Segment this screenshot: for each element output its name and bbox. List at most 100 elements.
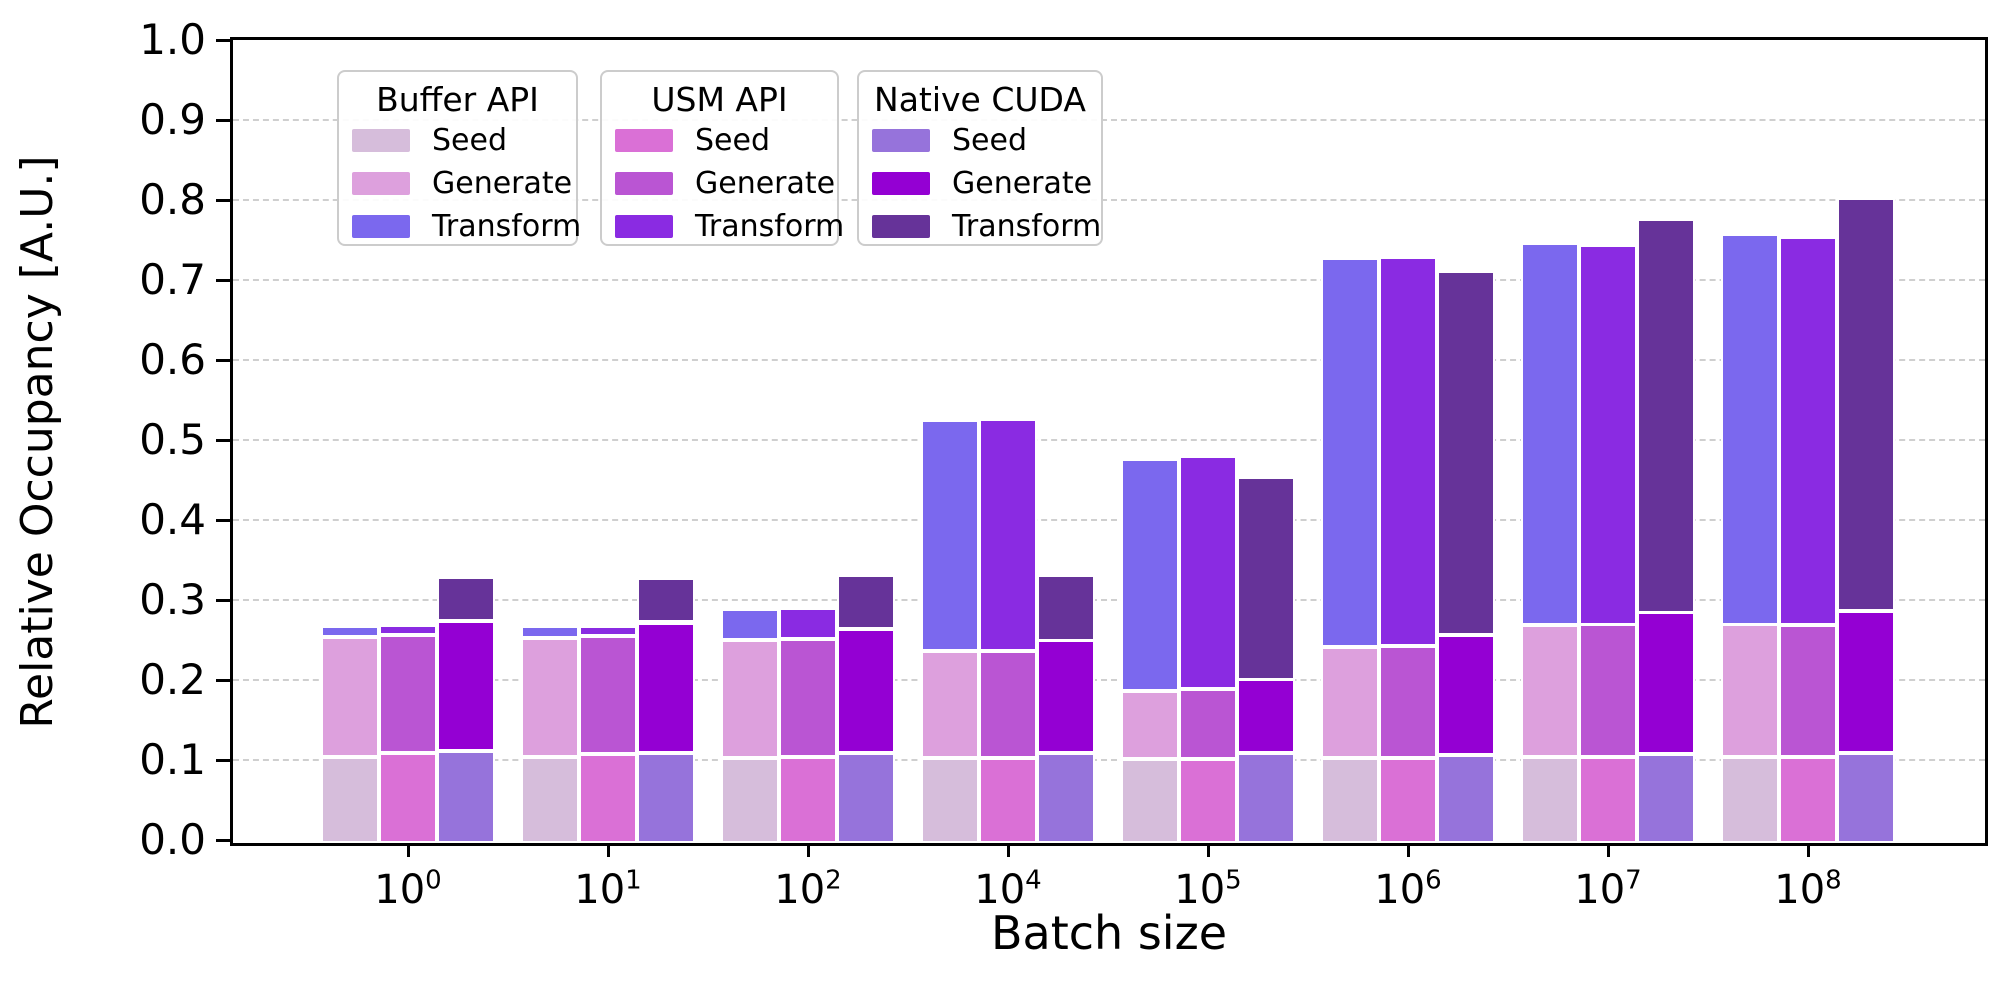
bar-usm-api-seed-10^0 <box>379 753 437 843</box>
legend-title: Native CUDA <box>874 80 1086 119</box>
y-tick-label-0.3: 0.3 <box>139 575 206 624</box>
bar-native-cuda-transform-10^8 <box>1837 198 1895 611</box>
bar-native-cuda-seed-10^4 <box>1037 753 1095 843</box>
bar-usm-api-transform-10^2 <box>779 608 837 639</box>
y-tick-label-0.9: 0.9 <box>139 95 206 144</box>
y-tick-label-0.6: 0.6 <box>139 335 206 384</box>
bar-native-cuda-generate-10^4 <box>1037 640 1095 753</box>
y-axis-label: Relative Occupancy [A.U.] <box>12 155 63 729</box>
y-tick-0.6 <box>216 359 231 362</box>
bar-native-cuda-seed-10^5 <box>1237 753 1295 843</box>
x-tick-10e4 <box>1007 843 1010 857</box>
y-tick-0.0 <box>216 839 231 842</box>
bar-usm-api-transform-10^1 <box>579 626 637 636</box>
legend-label: Generate <box>952 166 1093 201</box>
y-tick-1.0 <box>216 39 231 42</box>
bar-buffer-api-generate-10^4 <box>921 651 979 758</box>
y-tick-label-0.0: 0.0 <box>139 815 206 864</box>
legend-label: Generate <box>432 166 573 201</box>
legend-label: Transform <box>952 209 1102 244</box>
y-tick-label-0.4: 0.4 <box>139 495 206 544</box>
bar-native-cuda-seed-10^2 <box>837 753 895 843</box>
bar-buffer-api-transform-10^2 <box>721 609 779 640</box>
gridline-0.2 <box>233 679 1985 681</box>
x-tick-label-10e1: 101 <box>574 865 642 913</box>
legend-label: Seed <box>695 123 770 158</box>
bar-native-cuda-seed-10^7 <box>1637 754 1695 843</box>
y-tick-0.7 <box>216 279 231 282</box>
y-tick-0.5 <box>216 439 231 442</box>
bar-buffer-api-transform-10^7 <box>1521 243 1579 625</box>
bar-buffer-api-generate-10^7 <box>1521 625 1579 757</box>
legend-row-generate: Generate <box>339 163 576 206</box>
gridline-0.4 <box>233 519 1985 521</box>
bar-native-cuda-generate-10^0 <box>437 621 495 751</box>
legend-row-generate: Generate <box>602 163 837 206</box>
y-tick-0.3 <box>216 599 231 602</box>
bar-buffer-api-seed-10^4 <box>921 758 979 843</box>
legend-box-usm-api: USM API Seed Generate Transform <box>600 70 844 249</box>
legend-swatch-transform <box>615 215 673 238</box>
bar-native-cuda-generate-10^8 <box>1837 611 1895 753</box>
bar-usm-api-seed-10^2 <box>779 757 837 843</box>
x-axis-label: Batch size <box>990 906 1228 960</box>
bar-usm-api-generate-10^8 <box>1779 625 1837 757</box>
x-tick-label-10e4: 104 <box>974 865 1042 913</box>
bar-usm-api-generate-10^1 <box>579 636 637 754</box>
bar-native-cuda-seed-10^0 <box>437 751 495 843</box>
legend-swatch-transform <box>872 215 930 238</box>
y-tick-label-0.5: 0.5 <box>139 415 206 464</box>
bar-native-cuda-transform-10^7 <box>1637 219 1695 613</box>
bar-buffer-api-generate-10^8 <box>1721 624 1779 757</box>
legend-title: USM API <box>651 80 788 119</box>
bar-usm-api-transform-10^8 <box>1779 237 1837 625</box>
bar-usm-api-transform-10^0 <box>379 625 437 635</box>
bar-usm-api-generate-10^2 <box>779 639 837 757</box>
bar-usm-api-transform-10^4 <box>979 419 1037 651</box>
x-tick-label-10e8: 108 <box>1774 865 1842 913</box>
bar-buffer-api-transform-10^1 <box>521 626 579 638</box>
legend-swatch-seed <box>615 129 673 152</box>
bar-native-cuda-transform-10^0 <box>437 577 495 621</box>
y-tick-label-1.0: 1.0 <box>139 15 206 64</box>
gridline-0.7 <box>233 279 1985 281</box>
bar-usm-api-generate-10^5 <box>1179 689 1237 759</box>
bar-usm-api-generate-10^0 <box>379 635 437 753</box>
y-tick-0.1 <box>216 759 231 762</box>
bar-native-cuda-transform-10^4 <box>1037 575 1095 641</box>
plot-area: Buffer API Seed Generate Transform USM API Se… <box>230 37 1988 846</box>
bar-native-cuda-generate-10^2 <box>837 629 895 753</box>
legend-label: Transform <box>432 209 582 244</box>
bar-usm-api-seed-10^1 <box>579 754 637 843</box>
bar-usm-api-seed-10^8 <box>1779 757 1837 843</box>
bar-native-cuda-seed-10^8 <box>1837 753 1895 843</box>
bar-buffer-api-generate-10^5 <box>1121 691 1179 759</box>
bar-usm-api-seed-10^7 <box>1579 757 1637 843</box>
legend-label: Seed <box>432 123 507 158</box>
y-tick-label-0.2: 0.2 <box>139 655 206 704</box>
y-tick-label-0.8: 0.8 <box>139 175 206 224</box>
bar-native-cuda-transform-10^1 <box>637 578 695 622</box>
bar-native-cuda-seed-10^6 <box>1437 755 1495 843</box>
bar-buffer-api-generate-10^1 <box>521 638 579 757</box>
bar-native-cuda-transform-10^5 <box>1237 477 1295 680</box>
x-tick-10e5 <box>1207 843 1210 857</box>
bar-buffer-api-transform-10^4 <box>921 420 979 651</box>
bar-buffer-api-transform-10^8 <box>1721 234 1779 625</box>
gridline-0.9 <box>233 119 1985 121</box>
y-tick-0.2 <box>216 679 231 682</box>
legend-label: Seed <box>952 123 1027 158</box>
bar-native-cuda-generate-10^6 <box>1437 635 1495 755</box>
bar-usm-api-generate-10^6 <box>1379 646 1437 758</box>
legend-row-seed: Seed <box>339 120 576 163</box>
bar-buffer-api-seed-10^6 <box>1321 758 1379 843</box>
bar-native-cuda-generate-10^7 <box>1637 612 1695 754</box>
legend-row-transform: Transform <box>602 206 844 249</box>
legend-label: Generate <box>695 166 836 201</box>
x-tick-10e0 <box>407 843 410 857</box>
gridline-0.1 <box>233 759 1985 761</box>
bar-usm-api-generate-10^7 <box>1579 624 1637 757</box>
x-tick-10e1 <box>607 843 610 857</box>
bar-native-cuda-transform-10^2 <box>837 575 895 629</box>
